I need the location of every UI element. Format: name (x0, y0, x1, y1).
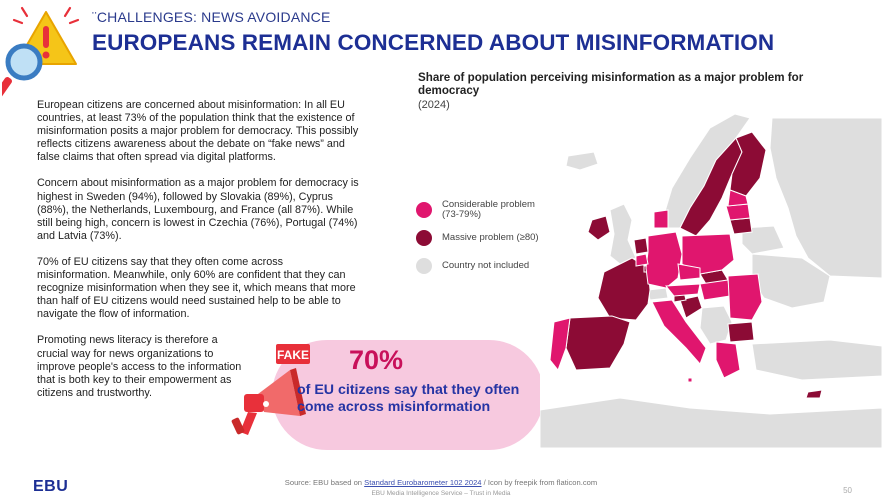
country-spain (565, 315, 631, 371)
country-denmark (653, 209, 669, 229)
source-line: Source: EBU based on Standard Eurobarome… (0, 478, 882, 487)
source-prefix: Source: EBU based on (284, 478, 363, 487)
source-link[interactable]: Standard Eurobarometer 102 2024 (364, 478, 482, 487)
ebu-logo: EBU (33, 478, 69, 495)
map-legend: Considerable problem (73-79%) Massive pr… (416, 199, 542, 286)
legend-label: Massive problem (≥80) (442, 232, 539, 243)
country-balkans (699, 305, 733, 345)
map-title: Share of population perceiving misinform… (418, 71, 804, 97)
callout-bubble (272, 340, 544, 450)
paragraph-exposure: 70% of EU citizens say that they often c… (37, 255, 356, 321)
country-romania (727, 273, 763, 321)
country-austria (665, 283, 701, 297)
country-greece (715, 341, 741, 379)
country-germany (645, 231, 683, 289)
map-year: (2024) (418, 99, 450, 111)
legend-label: Considerable problem (73-79%) (442, 199, 535, 220)
paragraph-concern: Concern about misinformation as a major … (37, 177, 359, 242)
country-portugal (549, 317, 571, 372)
footer-subtitle: EBU Media Intelligence Service – Trust i… (371, 490, 511, 497)
country-bulgaria (727, 321, 755, 343)
country-cyprus (805, 389, 823, 399)
country-italy (651, 299, 707, 365)
country-iceland (565, 151, 599, 171)
country-czechia (677, 263, 701, 281)
europe-map (540, 108, 882, 448)
legend-item-considerable: Considerable problem (73-79%) (416, 199, 542, 220)
country-estonia (727, 189, 749, 207)
country-latvia (725, 203, 751, 221)
legend-swatch-massive (416, 230, 432, 246)
fake-badge: FAKE (277, 348, 309, 362)
country-switzerland (647, 287, 669, 301)
legend-swatch-considerable (416, 202, 432, 218)
country-belgium (635, 253, 649, 267)
alert-magnifier-icon (2, 6, 80, 99)
source-suffix: / Icon by freepik from flaticon.com (483, 478, 598, 487)
country-malta (687, 377, 693, 383)
country-poland (681, 233, 735, 275)
country-north-africa (540, 397, 882, 448)
country-hungary (699, 279, 731, 301)
country-ireland (587, 215, 611, 241)
country-turkey (751, 339, 882, 381)
legend-swatch-excluded (416, 258, 432, 274)
legend-label: Country not included (442, 260, 530, 271)
legend-item-massive: Massive problem (≥80) (416, 230, 542, 246)
callout-number: 70% (349, 345, 404, 375)
body-text: European citizens are concerned about mi… (37, 99, 359, 413)
country-netherlands (633, 237, 649, 255)
paragraph-intro: European citizens are concerned about mi… (37, 99, 359, 164)
page-title: EUROPEANS REMAIN CONCERNED ABOUT MISINFO… (92, 30, 775, 55)
section-label: ¨CHALLENGES: NEWS AVOIDANCE (92, 9, 331, 25)
country-belarus (741, 225, 785, 255)
country-russia-east (769, 117, 882, 279)
megaphone-icon: FAKE (231, 344, 310, 435)
country-croatia (679, 295, 703, 319)
legend-item-excluded: Country not included (416, 258, 542, 274)
callout-text: of EU citizens say that they often come … (297, 382, 520, 415)
country-lithuania (729, 217, 753, 235)
page-number: 50 (843, 486, 852, 495)
paragraph-literacy: Promoting news literacy is therefore a c… (37, 334, 242, 399)
